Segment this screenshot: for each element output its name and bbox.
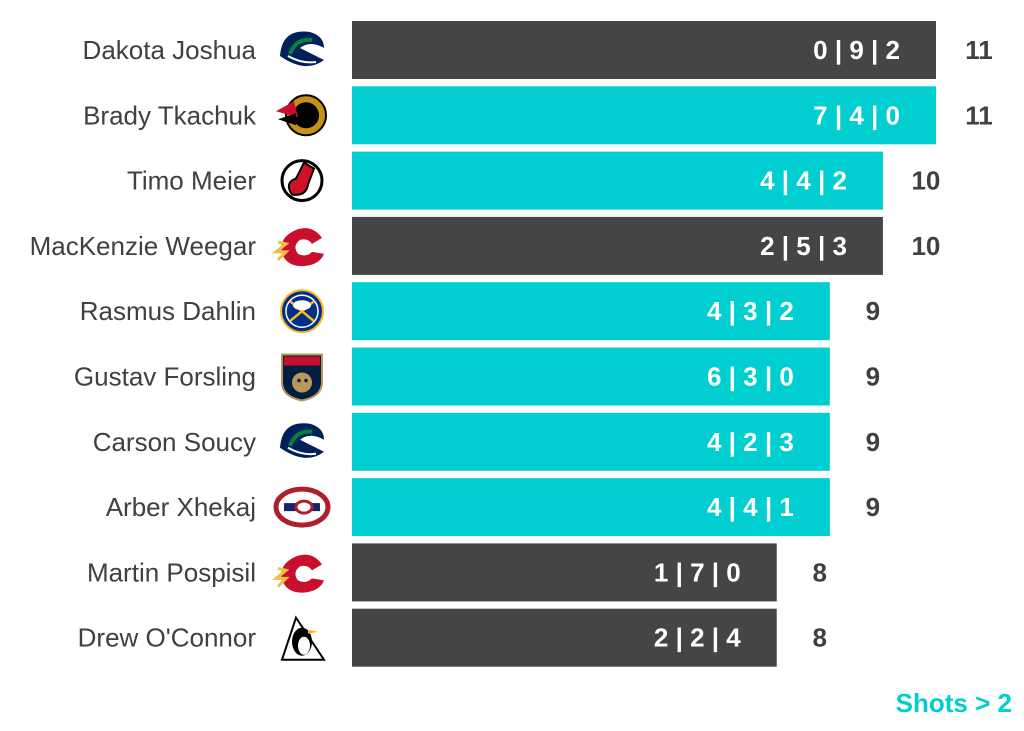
flames-logo-icon: [271, 554, 324, 593]
sabres-logo-icon: [280, 289, 324, 334]
bar-value-label: 8: [812, 557, 826, 587]
player-name-label: Arber Xhekaj: [106, 492, 256, 522]
bar: [352, 478, 830, 537]
devils-logo-icon: [280, 159, 324, 203]
bar: [352, 282, 830, 341]
bar: [352, 21, 936, 79]
canadiens-logo-icon: [273, 486, 331, 528]
bar: [352, 216, 883, 275]
bar-value-label: 9: [866, 427, 880, 457]
bar-value-label: 8: [812, 623, 826, 653]
bar-value-label: 9: [866, 492, 880, 522]
canucks-logo-icon: [280, 423, 324, 458]
bar-value-label: 10: [911, 166, 940, 196]
bar: [352, 151, 883, 210]
player-name-label: Martin Pospisil: [87, 557, 256, 587]
player-name-label: Drew O'Connor: [78, 623, 257, 653]
player-name-label: Timo Meier: [127, 166, 256, 196]
bar-value-label: 9: [866, 362, 880, 392]
player-name-label: Carson Soucy: [93, 427, 256, 457]
bar-value-label: 10: [911, 231, 940, 261]
legend-note: Shots > 2: [895, 688, 1012, 718]
bar-breakdown-label: 1 | 7 | 0: [654, 557, 741, 587]
player-name-label: MacKenzie Weegar: [30, 231, 257, 261]
bar-breakdown-label: 4 | 2 | 3: [707, 427, 794, 457]
bar-breakdown-label: 4 | 3 | 2: [707, 296, 794, 326]
bar: [352, 86, 936, 145]
bar: [352, 608, 777, 667]
bar-breakdown-label: 4 | 4 | 1: [707, 492, 794, 522]
bar-value-label: 11: [965, 100, 993, 130]
panthers-logo-icon: [281, 353, 323, 402]
player-name-label: Brady Tkachuk: [83, 100, 257, 130]
bar-value-label: 9: [866, 296, 880, 326]
bar-breakdown-label: 0 | 9 | 2: [813, 35, 900, 65]
bar: [352, 543, 777, 602]
bar-breakdown-label: 7 | 4 | 0: [813, 100, 900, 130]
penguins-logo-icon: [280, 615, 326, 661]
senators-logo-icon: [276, 94, 327, 137]
bar-value-label: 11: [965, 35, 993, 65]
player-name-label: Rasmus Dahlin: [80, 296, 256, 326]
canucks-logo-icon: [280, 31, 324, 67]
bar-breakdown-label: 4 | 4 | 2: [760, 166, 847, 196]
bar: [352, 412, 830, 471]
flames-logo-icon: [271, 228, 324, 267]
bar: [352, 347, 830, 406]
bar-breakdown-label: 2 | 5 | 3: [760, 231, 847, 261]
player-name-label: Dakota Joshua: [83, 35, 257, 65]
player-name-label: Gustav Forsling: [74, 362, 256, 392]
bar-breakdown-label: 2 | 2 | 4: [654, 623, 741, 653]
bar-chart: Dakota Joshua 0 | 9 | 2 11 Brady Tkachuk 7 |…: [30, 21, 993, 667]
bar-breakdown-label: 6 | 3 | 0: [707, 362, 794, 392]
